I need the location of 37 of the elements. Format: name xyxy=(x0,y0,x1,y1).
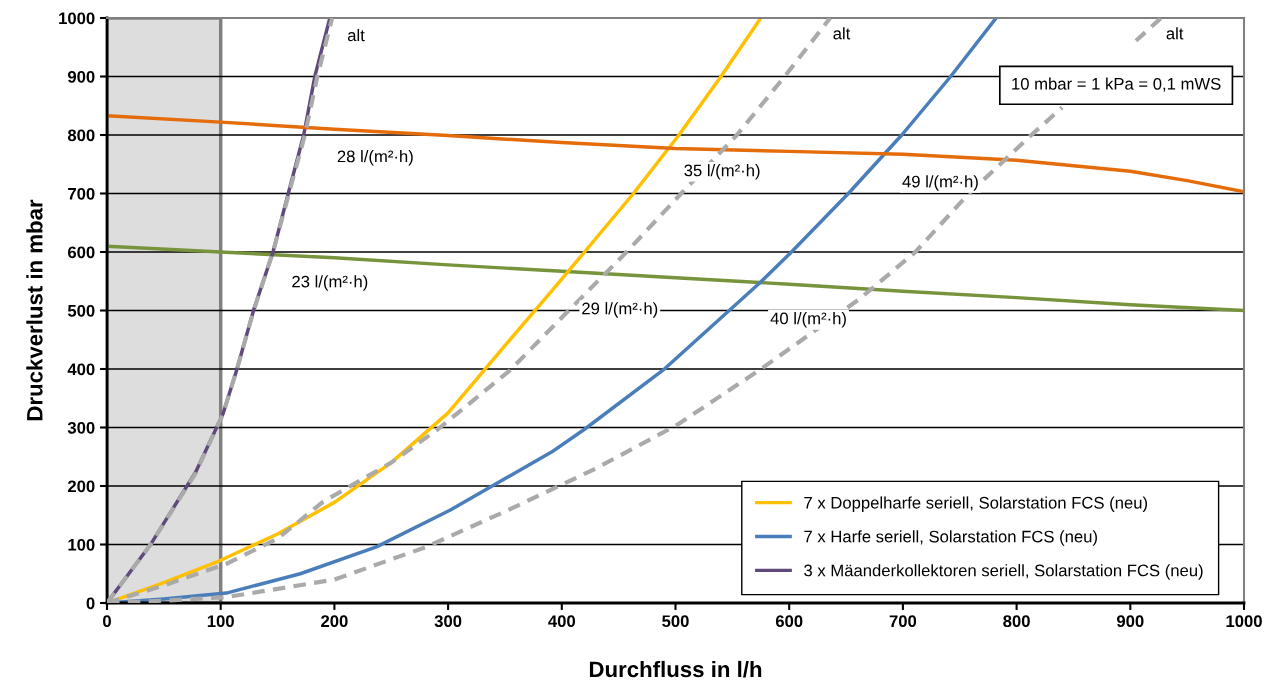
x-tick-label: 900 xyxy=(1116,615,1144,628)
x-tick-label: 600 xyxy=(775,615,803,628)
x-tick-label: 700 xyxy=(889,615,917,628)
annotation: alt xyxy=(1166,27,1184,40)
annotation: 49 l/(m²·h) xyxy=(902,175,978,191)
x-axis-title: Durchfluss in l/h xyxy=(589,660,762,678)
y-tick-label: 1000 xyxy=(59,12,95,25)
y-tick-label: 500 xyxy=(67,304,95,317)
annotation: 28 l/(m²·h) xyxy=(337,150,413,166)
x-tick-label: 0 xyxy=(103,615,111,628)
annotation: 40 l/(m²·h) xyxy=(770,312,846,328)
legend-label: 3 x Mäanderkollektoren seriell, Solarstation FCS (neu) xyxy=(804,564,1203,580)
annotation: alt xyxy=(347,28,365,42)
legend-label: 7 x Harfe seriell, Solarstation FCS (neu) xyxy=(804,530,1097,546)
annotation: 35 l/(m²·h) xyxy=(684,164,760,180)
y-tick-label: 300 xyxy=(67,421,95,434)
y-tick-label: 800 xyxy=(67,129,95,142)
annotation: 23 l/(m²·h) xyxy=(292,275,368,291)
y-tick-label: 100 xyxy=(68,538,95,551)
annotation: 10 mbar = 1 kPa = 0,1 mWS xyxy=(1012,77,1221,92)
y-tick-label: 700 xyxy=(68,187,95,200)
annotation: 29 l/(m²·h) xyxy=(582,302,658,318)
legend-label: 7 x Doppelharfe seriell, Solarstation FCS (neu) xyxy=(804,496,1148,512)
x-tick-label: 1000 xyxy=(1226,615,1262,628)
y-axis-title: Druckverlust in mbar xyxy=(26,199,43,421)
x-tick-label: 200 xyxy=(321,615,348,628)
y-tick-label: 600 xyxy=(68,246,95,259)
x-tick-label: 100 xyxy=(207,615,234,628)
x-tick-label: 300 xyxy=(434,615,462,628)
x-tick-label: 400 xyxy=(548,615,576,628)
x-tick-label: 500 xyxy=(662,615,689,628)
y-tick-label: 400 xyxy=(67,363,95,376)
x-tick-label: 800 xyxy=(1003,615,1030,628)
y-tick-label: 900 xyxy=(67,70,95,83)
annotation: alt xyxy=(833,27,851,40)
y-tick-label: 0 xyxy=(86,597,95,610)
y-tick-label: 200 xyxy=(67,480,95,493)
